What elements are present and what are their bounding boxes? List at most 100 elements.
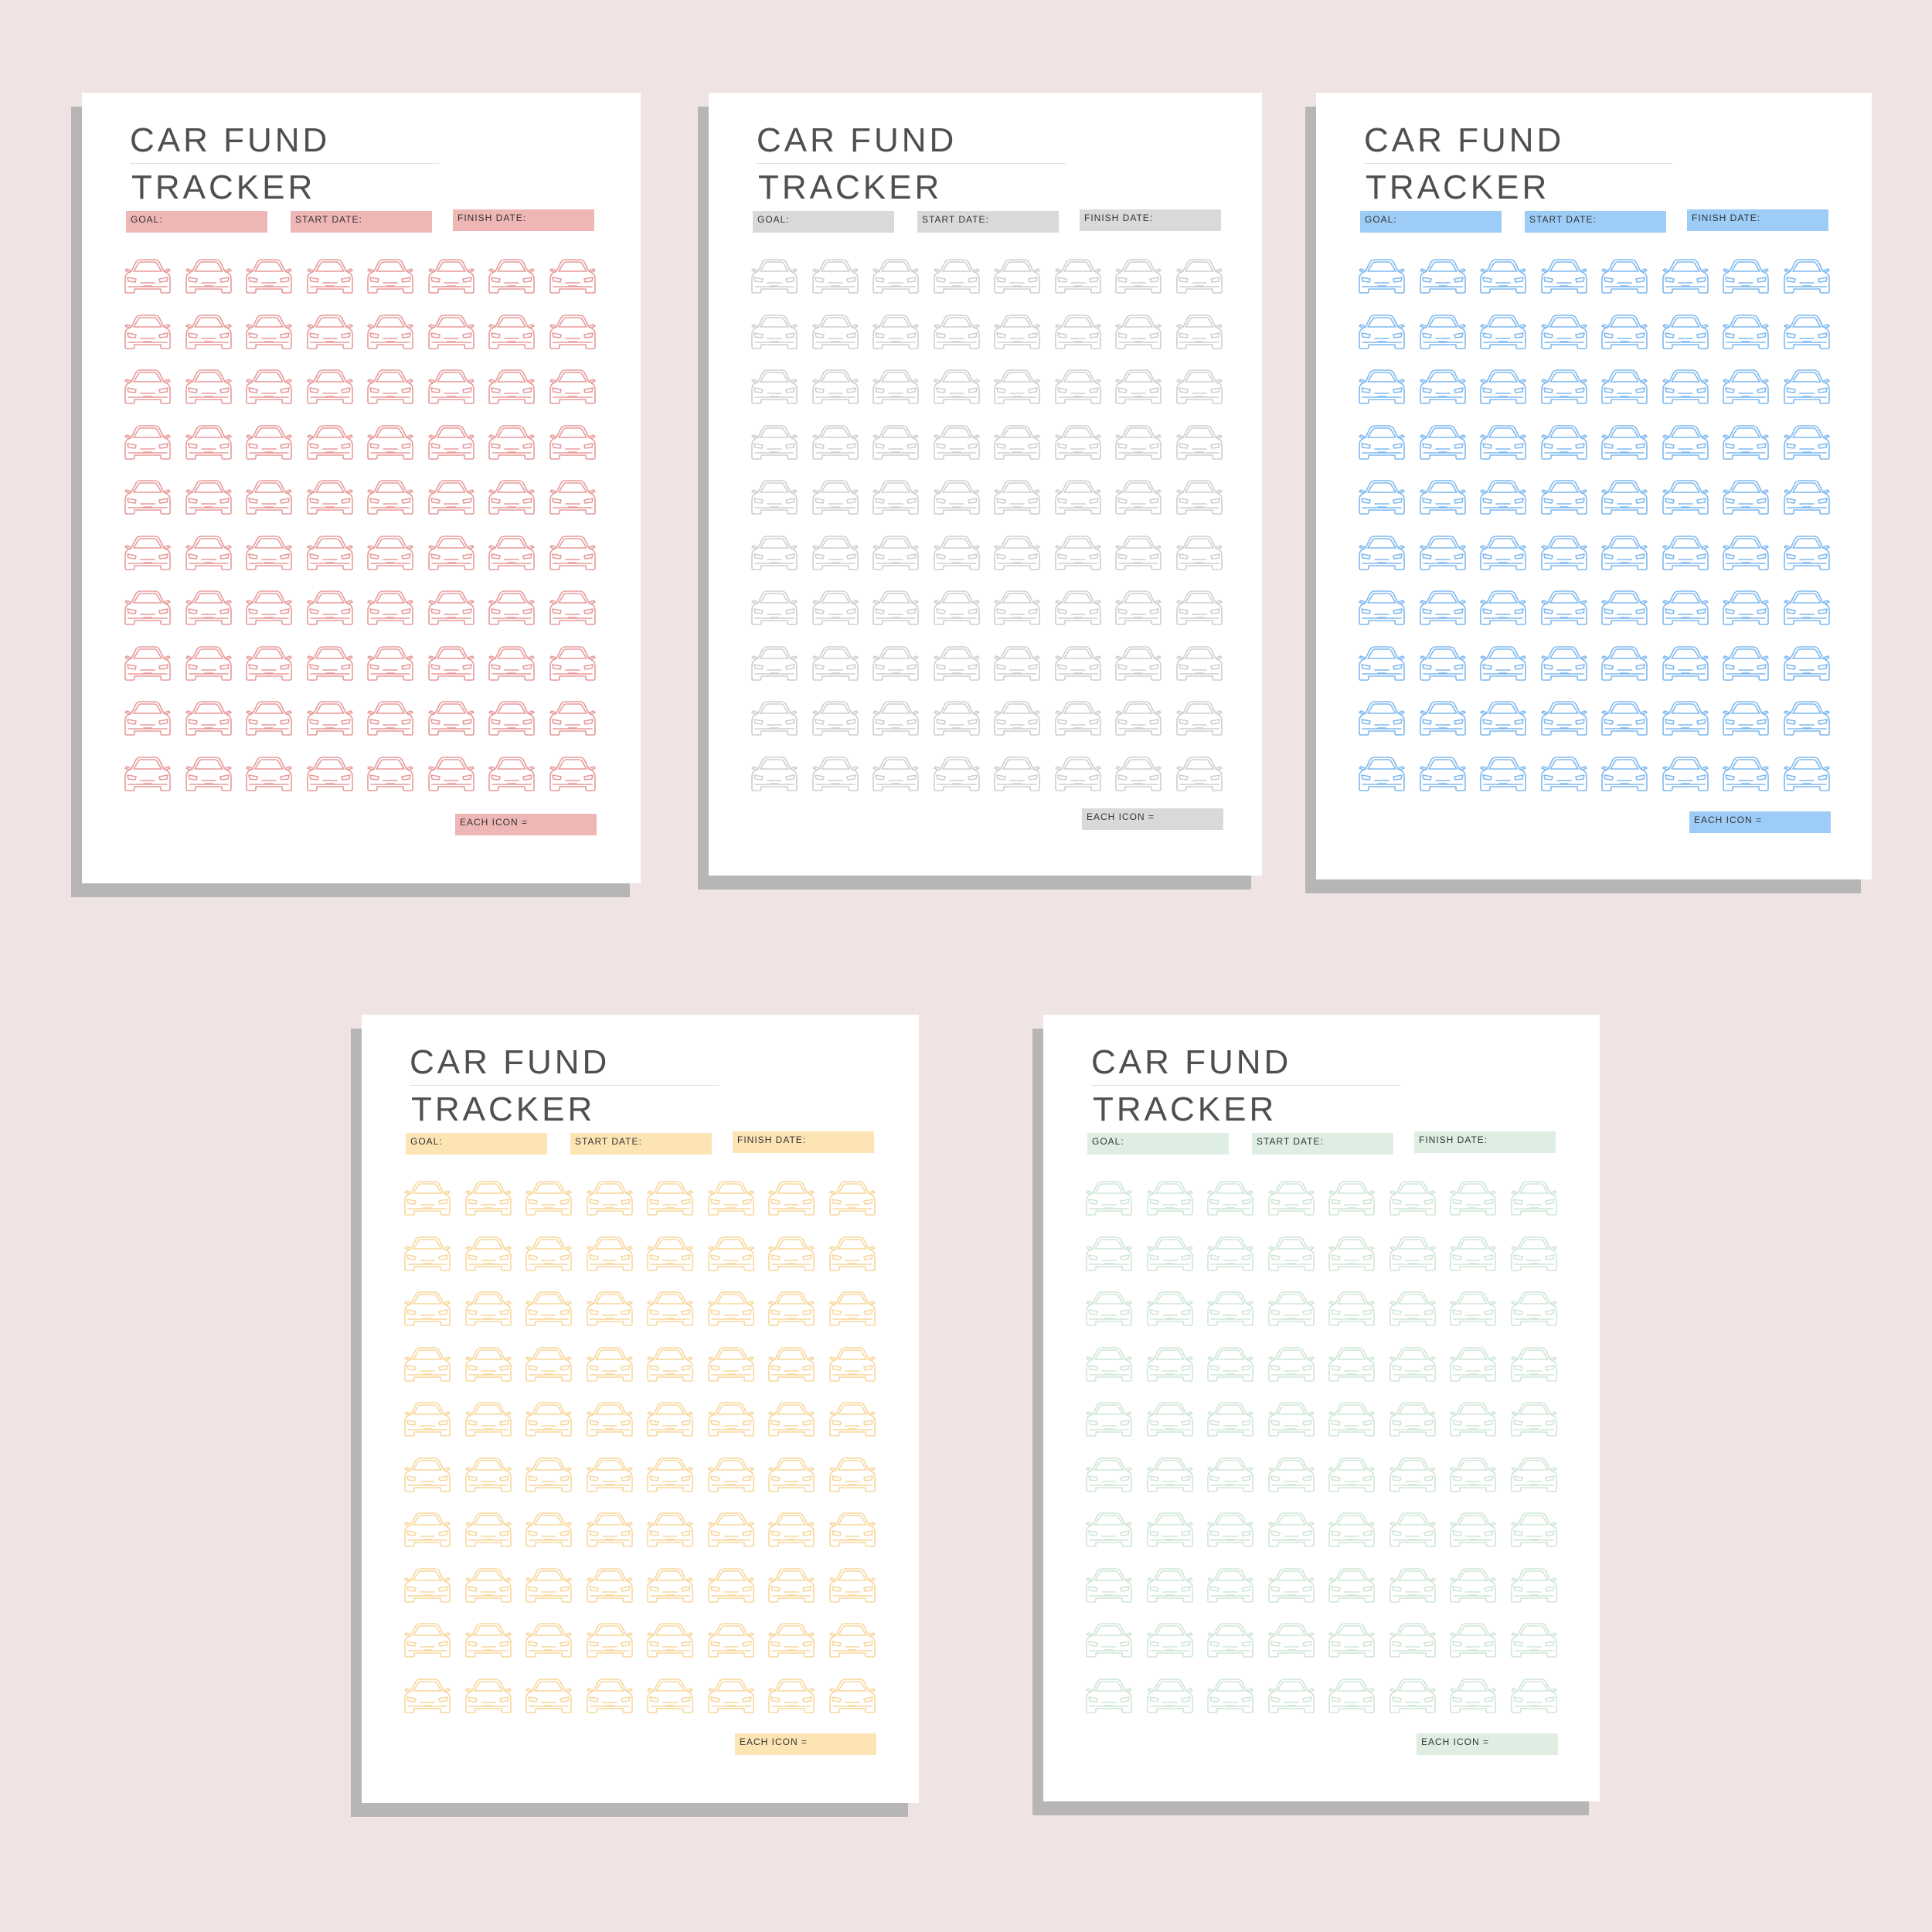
car-icon[interactable] (1082, 1179, 1136, 1216)
car-icon[interactable] (1597, 755, 1651, 792)
car-icon[interactable] (808, 423, 862, 461)
car-icon[interactable] (1143, 1235, 1197, 1272)
car-icon[interactable] (121, 699, 175, 736)
car-icon[interactable] (1082, 1456, 1136, 1493)
car-icon[interactable] (1203, 1345, 1257, 1383)
car-icon[interactable] (424, 257, 478, 294)
car-icon[interactable] (461, 1400, 515, 1437)
car-icon[interactable] (1416, 368, 1470, 405)
car-icon[interactable] (1111, 423, 1165, 461)
car-icon[interactable] (1537, 755, 1591, 792)
car-icon[interactable] (1082, 1511, 1136, 1548)
car-icon[interactable] (1082, 1677, 1136, 1714)
car-icon[interactable] (1355, 423, 1409, 461)
car-icon[interactable] (400, 1456, 454, 1493)
car-icon[interactable] (1537, 257, 1591, 294)
car-icon[interactable] (764, 1290, 818, 1327)
car-icon[interactable] (1658, 755, 1713, 792)
car-icon[interactable] (704, 1400, 758, 1437)
car-icon[interactable] (1355, 313, 1409, 350)
goal-field[interactable]: GOAL: (753, 211, 894, 233)
car-icon[interactable] (363, 534, 417, 571)
car-icon[interactable] (1507, 1621, 1561, 1658)
car-icon[interactable] (1446, 1400, 1500, 1437)
car-icon[interactable] (1597, 313, 1651, 350)
car-icon[interactable] (1203, 1566, 1257, 1604)
car-icon[interactable] (747, 534, 801, 571)
car-icon[interactable] (1051, 645, 1105, 682)
car-icon[interactable] (1143, 1621, 1197, 1658)
car-icon[interactable] (461, 1345, 515, 1383)
car-icon[interactable] (643, 1566, 697, 1604)
car-icon[interactable] (930, 699, 984, 736)
car-icon[interactable] (522, 1456, 576, 1493)
start-date-field[interactable]: START DATE: (1525, 211, 1666, 233)
car-icon[interactable] (1111, 534, 1165, 571)
finish-date-field[interactable]: FINISH DATE: (1414, 1131, 1556, 1153)
car-icon[interactable] (1051, 699, 1105, 736)
car-icon[interactable] (930, 755, 984, 792)
car-icon[interactable] (1658, 645, 1713, 682)
car-icon[interactable] (1446, 1345, 1500, 1383)
car-icon[interactable] (485, 313, 539, 350)
car-icon[interactable] (400, 1566, 454, 1604)
finish-date-field[interactable]: FINISH DATE: (453, 209, 594, 231)
car-icon[interactable] (485, 368, 539, 405)
start-date-field[interactable]: START DATE: (291, 211, 432, 233)
car-icon[interactable] (400, 1235, 454, 1272)
car-icon[interactable] (1780, 534, 1834, 571)
car-icon[interactable] (990, 313, 1044, 350)
car-icon[interactable] (1476, 534, 1530, 571)
car-icon[interactable] (1355, 755, 1409, 792)
car-icon[interactable] (1658, 257, 1713, 294)
car-icon[interactable] (1203, 1179, 1257, 1216)
car-icon[interactable] (546, 534, 600, 571)
car-icon[interactable] (869, 423, 923, 461)
car-icon[interactable] (1355, 368, 1409, 405)
car-icon[interactable] (303, 534, 357, 571)
car-icon[interactable] (363, 589, 417, 626)
car-icon[interactable] (990, 589, 1044, 626)
car-icon[interactable] (1325, 1179, 1379, 1216)
car-icon[interactable] (1264, 1511, 1318, 1548)
car-icon[interactable] (182, 478, 236, 515)
car-icon[interactable] (583, 1621, 637, 1658)
each-icon-field[interactable]: EACH ICON = (1082, 808, 1223, 830)
car-icon[interactable] (869, 645, 923, 682)
car-icon[interactable] (1597, 478, 1651, 515)
car-icon[interactable] (1172, 534, 1226, 571)
car-icon[interactable] (747, 589, 801, 626)
car-icon[interactable] (522, 1511, 576, 1548)
car-icon[interactable] (1416, 313, 1470, 350)
car-icon[interactable] (546, 645, 600, 682)
car-icon[interactable] (121, 257, 175, 294)
car-icon[interactable] (485, 755, 539, 792)
car-icon[interactable] (400, 1345, 454, 1383)
each-icon-field[interactable]: EACH ICON = (735, 1733, 876, 1755)
car-icon[interactable] (1355, 478, 1409, 515)
car-icon[interactable] (121, 589, 175, 626)
car-icon[interactable] (1172, 755, 1226, 792)
car-icon[interactable] (1507, 1235, 1561, 1272)
car-icon[interactable] (825, 1290, 879, 1327)
car-icon[interactable] (485, 699, 539, 736)
car-icon[interactable] (303, 478, 357, 515)
car-icon[interactable] (747, 699, 801, 736)
car-icon[interactable] (825, 1456, 879, 1493)
car-icon[interactable] (1780, 423, 1834, 461)
car-icon[interactable] (121, 368, 175, 405)
car-icon[interactable] (643, 1235, 697, 1272)
car-icon[interactable] (303, 313, 357, 350)
goal-field[interactable]: GOAL: (1087, 1133, 1229, 1155)
car-icon[interactable] (1658, 534, 1713, 571)
car-icon[interactable] (1719, 589, 1773, 626)
car-icon[interactable] (808, 645, 862, 682)
car-icon[interactable] (704, 1290, 758, 1327)
car-icon[interactable] (1537, 478, 1591, 515)
car-icon[interactable] (1658, 699, 1713, 736)
car-icon[interactable] (1476, 423, 1530, 461)
car-icon[interactable] (1416, 257, 1470, 294)
car-icon[interactable] (764, 1179, 818, 1216)
car-icon[interactable] (546, 755, 600, 792)
car-icon[interactable] (303, 589, 357, 626)
